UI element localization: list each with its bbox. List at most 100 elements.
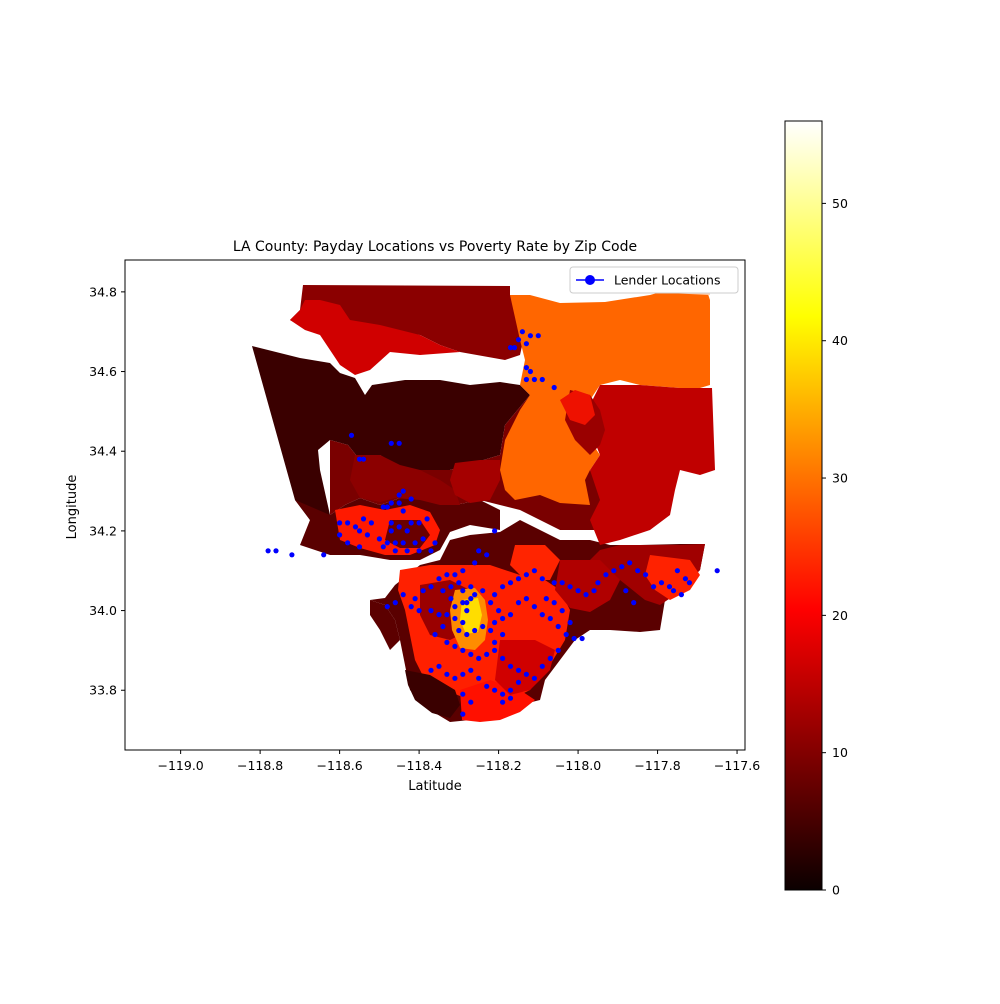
- lender-point: [523, 376, 530, 383]
- lender-point: [643, 572, 649, 578]
- lender-point: [388, 528, 394, 534]
- lender-point: [515, 600, 522, 606]
- lender-point: [476, 655, 482, 662]
- lender-point: [468, 699, 474, 705]
- lender-point: [472, 592, 478, 598]
- region-east-red: [645, 555, 700, 600]
- y-tick-label: 34.0: [89, 603, 117, 618]
- county-base-region: [290, 285, 530, 360]
- lender-point: [432, 631, 438, 638]
- chart-title: LA County: Payday Locations vs Poverty R…: [233, 239, 637, 255]
- colorbar-ticks: 0 10 20 30 40 50: [822, 196, 848, 898]
- lender-point: [404, 528, 410, 534]
- lender-point: [551, 580, 557, 586]
- lender-point: [396, 440, 402, 446]
- lender-point: [523, 596, 530, 602]
- lender-point: [444, 572, 450, 578]
- lender-point: [464, 631, 470, 638]
- lender-point: [416, 520, 422, 526]
- lender-point: [563, 631, 569, 638]
- lender-point: [523, 671, 530, 677]
- lender-point: [468, 596, 474, 602]
- lender-point: [500, 655, 506, 662]
- lender-point: [476, 548, 482, 554]
- lender-point: [265, 548, 271, 554]
- lender-point: [388, 520, 394, 526]
- lender-point: [321, 552, 327, 558]
- lender-point: [460, 619, 466, 626]
- lender-point: [356, 544, 363, 550]
- lender-point: [714, 568, 720, 574]
- lender-point: [416, 548, 422, 554]
- lender-point: [436, 663, 442, 669]
- lender-point: [670, 588, 677, 594]
- lender-point: [452, 675, 458, 681]
- lender-point: [400, 488, 406, 494]
- lender-point: [452, 615, 458, 622]
- lender-point: [531, 675, 538, 681]
- colorbar-tick-label: 40: [832, 333, 848, 348]
- colorbar-gradient: [784, 120, 823, 891]
- lender-point: [531, 604, 538, 610]
- lender-point: [364, 532, 370, 538]
- lender-point: [337, 532, 343, 538]
- lender-point: [507, 663, 514, 669]
- lender-point: [500, 699, 506, 705]
- colorbar-tick-label: 50: [832, 196, 848, 211]
- axes-frame: [124, 259, 746, 751]
- region-east-desert: [500, 285, 710, 505]
- y-tick-label: 33.8: [89, 683, 117, 698]
- lender-point: [511, 345, 518, 351]
- region-south-la-yellow: [460, 598, 482, 634]
- lender-point: [400, 592, 406, 598]
- lender-point: [392, 548, 398, 554]
- lender-point: [444, 639, 450, 646]
- lender-point: [575, 588, 581, 594]
- x-axis-label: Latitude: [408, 779, 462, 794]
- lender-point: [674, 568, 681, 574]
- lender-point: [388, 500, 394, 506]
- lender-point: [376, 536, 382, 542]
- lender-point: [678, 592, 685, 598]
- lender-point: [515, 667, 522, 673]
- lender-point: [476, 675, 482, 681]
- y-tick-label: 34.2: [89, 523, 117, 538]
- lender-point: [360, 456, 367, 462]
- lender-point: [484, 552, 490, 558]
- lender-point: [559, 580, 565, 586]
- lender-point: [523, 572, 530, 578]
- lender-point: [400, 508, 406, 514]
- lender-point: [460, 711, 466, 717]
- region-east-la-red: [510, 545, 560, 580]
- lender-point: [420, 536, 426, 542]
- lender-point: [555, 623, 561, 630]
- lender-point: [416, 608, 422, 614]
- lender-point: [539, 612, 545, 618]
- x-tick-label: −118.0: [555, 758, 601, 773]
- lender-point: [384, 540, 390, 546]
- lender-point: [428, 584, 434, 590]
- lender-point: [603, 572, 609, 578]
- lender-point: [345, 520, 351, 526]
- lender-point: [436, 576, 442, 582]
- lender-point: [456, 627, 462, 634]
- lender-point: [408, 604, 414, 610]
- lender-point: [492, 528, 498, 534]
- lender-point: [507, 612, 514, 618]
- lender-point: [507, 580, 514, 586]
- lender-point: [440, 588, 446, 594]
- lender-point: [444, 671, 450, 677]
- lender-point: [480, 623, 486, 630]
- lender-point: [448, 584, 454, 590]
- lender-point: [686, 580, 693, 586]
- lender-point: [631, 600, 637, 606]
- lender-point: [551, 384, 557, 391]
- lender-point: [420, 588, 426, 594]
- lender-point: [555, 647, 561, 654]
- legend: Lender Locations: [569, 266, 739, 294]
- lender-point: [492, 592, 498, 598]
- lender-point: [507, 695, 514, 701]
- lender-point: [392, 540, 398, 546]
- lender-point: [531, 568, 538, 574]
